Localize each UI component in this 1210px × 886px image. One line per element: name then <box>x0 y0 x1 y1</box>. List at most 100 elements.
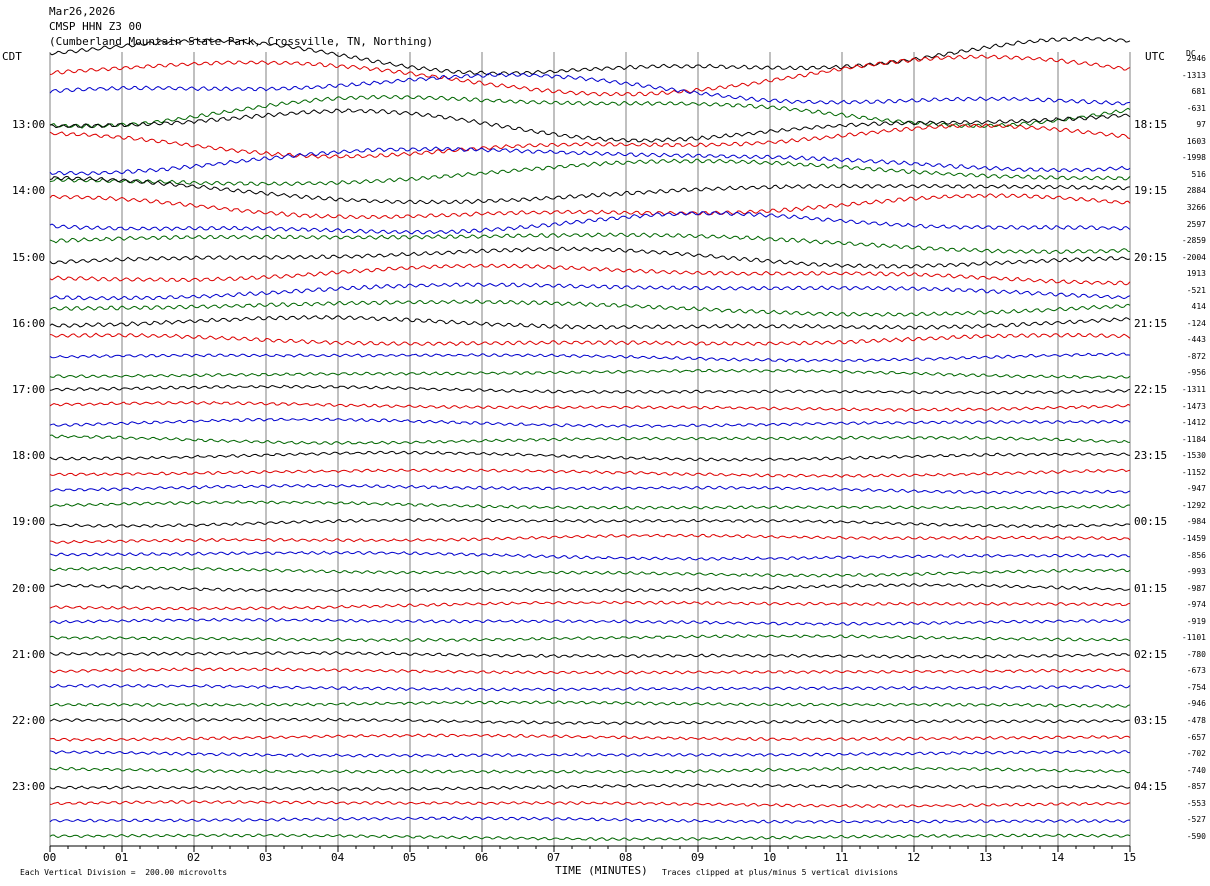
right-hour-label: 18:15 <box>1134 118 1168 132</box>
dc-offset-value: -754 <box>1186 682 1206 692</box>
trace-row-20 <box>49 368 1131 379</box>
dc-offset-value: -657 <box>1186 732 1206 742</box>
dc-offset-value: -702 <box>1186 749 1206 759</box>
dc-offset-value: -919 <box>1186 616 1206 626</box>
trace-row-45 <box>49 783 1131 791</box>
minute-gridlines <box>49 52 1131 846</box>
right-hour-label: 23:15 <box>1134 449 1168 463</box>
dc-offset-value: -1998 <box>1181 153 1206 163</box>
dc-offset-value: -1184 <box>1181 434 1206 444</box>
dc-offset-value: 97 <box>1196 120 1206 130</box>
trace-row-14 <box>49 263 1131 286</box>
trace-row-15 <box>49 282 1131 301</box>
dc-offset-value: -1530 <box>1181 451 1206 461</box>
trace-row-23 <box>49 417 1131 429</box>
trace-row-30 <box>49 533 1131 544</box>
dc-offset-value: 3266 <box>1186 202 1206 212</box>
dc-offset-value: 2597 <box>1186 219 1206 229</box>
right-hour-label: 03:15 <box>1134 714 1168 727</box>
dc-offset-value: -521 <box>1186 285 1206 295</box>
x-tick-label: 05 <box>403 851 417 864</box>
trace-row-40 <box>49 700 1131 708</box>
trace-row-9 <box>49 175 1131 205</box>
x-axis-ticks <box>49 845 1131 852</box>
dc-offset-value: -1459 <box>1181 533 1206 543</box>
trace-row-39 <box>49 683 1131 692</box>
dc-offset-value: 2946 <box>1186 54 1206 63</box>
left-hour-label: 17:00 <box>12 383 46 396</box>
dc-offset-value: -1412 <box>1181 418 1206 428</box>
trace-row-5 <box>49 108 1131 143</box>
trace-row-21 <box>49 384 1131 395</box>
x-tick-label: 14 <box>1051 851 1065 864</box>
trace-row-42 <box>49 733 1131 742</box>
x-tick-label: 15 <box>1123 851 1137 864</box>
dc-offset-value: 681 <box>1191 87 1206 97</box>
x-axis-title: TIME (MINUTES) <box>555 864 648 877</box>
trace-row-29 <box>49 518 1131 528</box>
scale-note: Each Vertical Division = 200.00 microvol… <box>20 868 228 877</box>
dc-offset-value: -1101 <box>1181 633 1206 643</box>
left-hour-label: 14:00 <box>12 184 46 198</box>
left-hour-label: 15:00 <box>12 250 46 264</box>
trace-row-19 <box>49 352 1131 363</box>
dc-offset-value: 1913 <box>1186 269 1206 279</box>
dc-offset-value: -946 <box>1186 699 1206 709</box>
trace-row-24 <box>49 434 1131 445</box>
trace-row-33 <box>49 583 1131 593</box>
dc-offset-value: -872 <box>1186 351 1206 361</box>
dc-offset-value: -527 <box>1186 815 1206 825</box>
plot-date: Mar26,2026 <box>49 5 116 18</box>
dc-offset-value: -780 <box>1186 649 1206 659</box>
dc-offset-value: -478 <box>1186 716 1206 725</box>
x-tick-label: 00 <box>43 851 57 864</box>
left-hour-label: 23:00 <box>12 780 46 794</box>
dc-offset-value: -1311 <box>1181 385 1206 394</box>
trace-row-4 <box>49 94 1131 129</box>
trace-row-41 <box>49 717 1130 726</box>
x-tick-label: 03 <box>259 851 273 864</box>
dc-offset-value: 516 <box>1191 169 1206 179</box>
dc-offset-value: -993 <box>1186 567 1206 577</box>
dc-offset-value: -984 <box>1186 517 1206 527</box>
dc-offset-value: -956 <box>1186 368 1206 378</box>
dc-offset-value: -974 <box>1186 600 1206 610</box>
x-tick-label: 07 <box>547 851 561 864</box>
trace-row-26 <box>49 468 1131 478</box>
trace-row-38 <box>49 667 1131 675</box>
trace-row-16 <box>49 299 1131 317</box>
trace-row-27 <box>49 483 1131 495</box>
dc-offset-value: -2004 <box>1181 252 1206 262</box>
dc-offset-value: -1152 <box>1181 467 1206 477</box>
dc-offset-value: -740 <box>1186 765 1206 775</box>
x-tick-label: 02 <box>187 851 201 864</box>
trace-row-3 <box>49 72 1131 106</box>
right-hour-label: 01:15 <box>1134 581 1168 595</box>
dc-column-label: DC <box>1186 49 1196 58</box>
trace-row-46 <box>49 800 1131 808</box>
station-id: CMSP HHN Z3 00 <box>49 20 142 33</box>
trace-row-35 <box>49 617 1131 626</box>
trace-row-37 <box>49 651 1131 659</box>
dc-offset-value: 1603 <box>1186 136 1206 146</box>
left-hour-label: 22:00 <box>12 714 46 727</box>
dc-offset-value: -2859 <box>1181 236 1206 246</box>
dc-offset-value: -673 <box>1186 666 1206 676</box>
x-tick-label: 13 <box>979 851 993 864</box>
trace-row-2 <box>49 54 1131 97</box>
right-timezone-label: UTC <box>1145 50 1165 63</box>
trace-row-10 <box>49 193 1131 220</box>
trace-row-48 <box>49 833 1131 841</box>
dc-offset-value: -1292 <box>1181 500 1206 510</box>
dc-offset-value: -857 <box>1186 782 1206 792</box>
dc-offset-value: 414 <box>1191 302 1206 312</box>
trace-row-12 <box>49 232 1131 255</box>
x-tick-label: 10 <box>763 851 777 864</box>
dc-offset-value: -590 <box>1186 831 1206 841</box>
dc-offset-value: -947 <box>1186 484 1206 494</box>
left-hour-label: 13:00 <box>12 118 46 132</box>
left-hour-label: 19:00 <box>12 515 46 529</box>
trace-row-1 <box>49 36 1131 76</box>
right-hour-label: 04:15 <box>1134 780 1168 794</box>
